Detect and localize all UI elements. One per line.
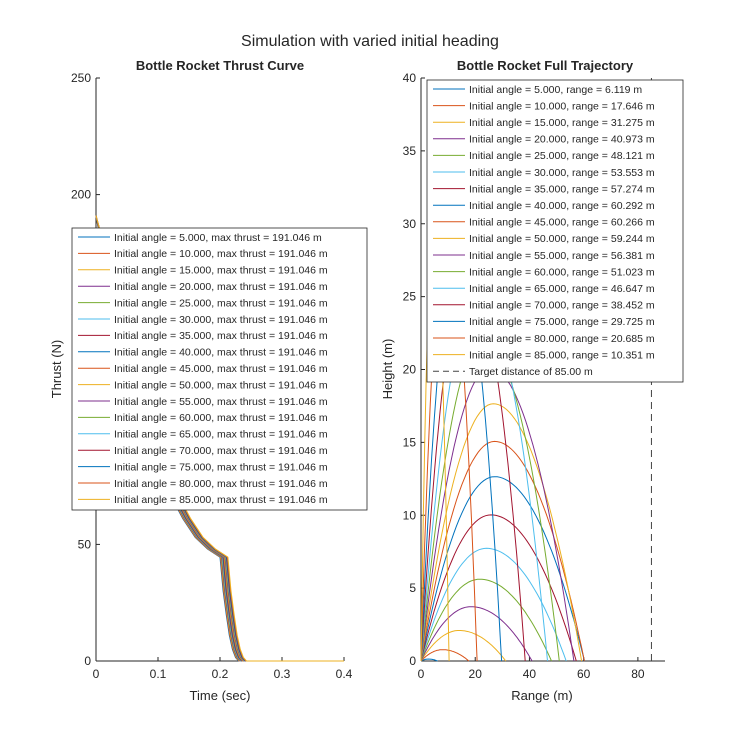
trajectory-series-line	[420, 630, 507, 662]
trajectory-legend-label: Target distance of 85.00 m	[469, 366, 593, 378]
trajectory-legend-label: Initial angle = 60.000, range = 51.023 m	[469, 266, 655, 278]
thrust-legend-label: Initial angle = 65.000, max thrust = 191…	[114, 429, 328, 441]
thrust-y-tick-label: 0	[84, 654, 91, 668]
trajectory-legend-box	[426, 79, 684, 383]
trajectory-x-tick-label: 80	[631, 667, 645, 681]
trajectory-legend-label: Initial angle = 35.000, range = 57.274 m	[469, 183, 655, 195]
thrust-legend-label: Initial angle = 50.000, max thrust = 191…	[114, 379, 328, 391]
trajectory-legend-label: Initial angle = 75.000, range = 29.725 m	[469, 316, 655, 328]
thrust-x-tick-label: 0.4	[336, 667, 353, 681]
trajectory-y-tick-label: 40	[403, 71, 417, 85]
thrust-x-tick-label: 0.3	[274, 667, 291, 681]
thrust-legend-label: Initial angle = 75.000, max thrust = 191…	[114, 461, 328, 473]
trajectory-legend-label: Initial angle = 55.000, range = 56.381 m	[469, 250, 655, 262]
trajectory-x-axis-label: Range (m)	[511, 688, 572, 703]
thrust-legend-label: Initial angle = 35.000, max thrust = 191…	[114, 330, 328, 342]
trajectory-legend-label: Initial angle = 45.000, range = 60.266 m	[469, 217, 655, 229]
thrust-curve-axes: Bottle Rocket Thrust Curve Time (sec) Th…	[49, 58, 368, 703]
thrust-x-tick-label: 0.2	[212, 667, 229, 681]
trajectory-series-line	[420, 440, 585, 662]
trajectory-legend-label: Initial angle = 40.000, range = 60.292 m	[469, 200, 655, 212]
trajectory-series-line	[420, 578, 552, 662]
figure-suptitle: Simulation with varied initial heading	[241, 33, 499, 50]
thrust-legend-label: Initial angle = 70.000, max thrust = 191…	[114, 445, 328, 457]
thrust-legend-box	[71, 227, 368, 511]
trajectory-x-tick-label: 0	[418, 667, 425, 681]
trajectory-x-tick-label: 20	[469, 667, 483, 681]
thrust-y-tick-label: 200	[71, 188, 91, 202]
thrust-x-tick-label: 0	[93, 667, 100, 681]
thrust-legend-label: Initial angle = 20.000, max thrust = 191…	[114, 281, 328, 293]
trajectory-series-line	[420, 658, 438, 662]
trajectory-series-line	[420, 606, 533, 662]
thrust-x-axis-label: Time (sec)	[190, 688, 251, 703]
thrust-legend-label: Initial angle = 55.000, max thrust = 191…	[114, 396, 328, 408]
trajectory-legend-label: Initial angle = 50.000, range = 59.244 m	[469, 233, 655, 245]
trajectory-chart-title: Bottle Rocket Full Trajectory	[457, 58, 634, 73]
thrust-legend-label: Initial angle = 80.000, max thrust = 191…	[114, 478, 328, 490]
thrust-legend-label: Initial angle = 25.000, max thrust = 191…	[114, 297, 328, 309]
trajectory-legend-label: Initial angle = 65.000, range = 46.647 m	[469, 283, 655, 295]
trajectory-legend-label: Initial angle = 20.000, range = 40.973 m	[469, 134, 655, 146]
trajectory-x-tick-label: 60	[577, 667, 591, 681]
trajectory-legend-label: Initial angle = 80.000, range = 20.685 m	[469, 333, 655, 345]
trajectory-y-axis-label: Height (m)	[380, 339, 395, 400]
thrust-y-tick-label: 50	[78, 537, 92, 551]
thrust-legend-label: Initial angle = 85.000, max thrust = 191…	[114, 494, 328, 506]
trajectory-legend-label: Initial angle = 15.000, range = 31.275 m	[469, 117, 655, 129]
trajectory-legend-label: Initial angle = 10.000, range = 17.646 m	[469, 100, 655, 112]
thrust-legend-label: Initial angle = 30.000, max thrust = 191…	[114, 314, 328, 326]
thrust-y-axis-label: Thrust (N)	[49, 340, 64, 399]
trajectory-series-line	[420, 649, 470, 662]
trajectory-axes: Bottle Rocket Full Trajectory Range (m) …	[380, 58, 684, 703]
trajectory-legend-label: Initial angle = 5.000, range = 6.119 m	[469, 84, 642, 96]
trajectory-y-tick-label: 15	[403, 435, 417, 449]
trajectory-y-tick-label: 25	[403, 290, 417, 304]
thrust-legend-label: Initial angle = 40.000, max thrust = 191…	[114, 347, 328, 359]
thrust-legend-label: Initial angle = 60.000, max thrust = 191…	[114, 412, 328, 424]
trajectory-y-tick-label: 30	[403, 217, 417, 231]
trajectory-y-tick-label: 10	[403, 508, 417, 522]
trajectory-y-tick-label: 5	[409, 581, 416, 595]
trajectory-y-tick-label: 0	[409, 654, 416, 668]
trajectory-legend-label: Initial angle = 70.000, range = 38.452 m	[469, 300, 655, 312]
thrust-chart-title: Bottle Rocket Thrust Curve	[136, 58, 304, 73]
trajectory-legend-label: Initial angle = 30.000, range = 53.553 m	[469, 167, 655, 179]
thrust-legend-label: Initial angle = 5.000, max thrust = 191.…	[114, 232, 322, 244]
thrust-legend-label: Initial angle = 15.000, max thrust = 191…	[114, 265, 328, 277]
thrust-legend-label: Initial angle = 45.000, max thrust = 191…	[114, 363, 328, 375]
trajectory-y-tick-label: 20	[403, 363, 417, 377]
trajectory-legend-label: Initial angle = 25.000, range = 48.121 m	[469, 150, 655, 162]
thrust-y-tick-label: 250	[71, 71, 91, 85]
thrust-legend-label: Initial angle = 10.000, max thrust = 191…	[114, 248, 328, 260]
trajectory-x-tick-label: 40	[523, 667, 537, 681]
trajectory-series-line	[420, 514, 577, 662]
trajectory-y-tick-label: 35	[403, 144, 417, 158]
thrust-x-tick-label: 0.1	[150, 667, 167, 681]
trajectory-series-line	[420, 476, 585, 662]
trajectory-legend-label: Initial angle = 85.000, range = 10.351 m	[469, 349, 655, 361]
